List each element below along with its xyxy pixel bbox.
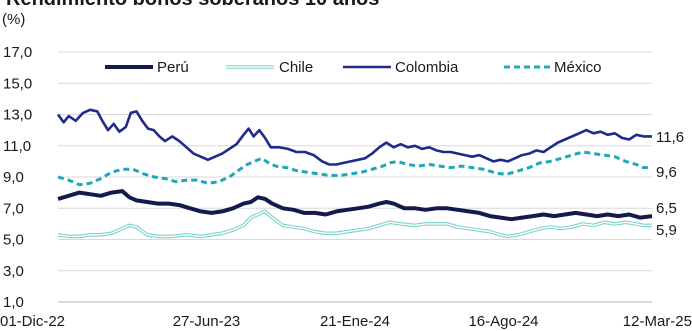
x-tick-label: 21-Ene-24 <box>320 313 390 330</box>
series-line-colombia <box>56 108 652 166</box>
series-line-chile-inner <box>57 210 652 238</box>
series-line-mexico <box>57 150 652 187</box>
legend-item-colombia: Colombia <box>343 59 459 76</box>
gridlines <box>58 51 652 303</box>
end-label-méxico: 9,6 <box>656 164 677 181</box>
legend-item-méxico: México <box>504 59 602 76</box>
series-line-peru <box>57 189 653 222</box>
x-tick-label: 12-Mar-25 <box>623 313 692 330</box>
legend-item-perú: Perú <box>105 59 189 76</box>
y-tick-label: 15,0 <box>3 75 32 92</box>
y-tick-label: 9,0 <box>3 169 24 186</box>
y-tick-label: 11,0 <box>3 138 31 155</box>
y-tick-label: 13,0 <box>3 107 32 124</box>
x-axis-ticks: 01-Dic-22 27-Jun-23 21-Ene-24 16-Ago-24 12-M… <box>0 313 692 330</box>
y-tick-label: 3,0 <box>3 263 24 280</box>
end-labels: 6,5 5,9 11,6 9,6 <box>656 129 684 239</box>
legend-label: Chile <box>279 59 313 76</box>
end-label-perú: 6,5 <box>656 200 677 217</box>
x-tick-label: 16-Ago-24 <box>468 313 538 330</box>
legend-label: México <box>554 59 602 76</box>
y-axis-ticks: 1,0 3,0 5,0 7,0 9,0 11,0 13,0 15,0 17,0 <box>3 44 32 311</box>
x-tick-label: 27-Jun-23 <box>173 313 241 330</box>
series-lines <box>56 108 653 239</box>
end-label-chile: 5,9 <box>656 222 677 239</box>
end-label-colombia: 11,6 <box>656 129 684 146</box>
y-tick-label: 7,0 <box>3 200 24 217</box>
legend-item-chile: Chile <box>226 59 313 76</box>
y-tick-label: 1,0 <box>3 294 24 311</box>
y-tick-label: 17,0 <box>3 44 32 61</box>
y-tick-label: 5,0 <box>3 232 24 249</box>
unit-label: (%) <box>2 11 25 28</box>
legend-label: Colombia <box>395 59 459 76</box>
chart-title: Rendimiento bonos soberanos 10 años <box>6 0 379 10</box>
x-tick-label: 01-Dic-22 <box>0 313 65 330</box>
legend: Perú Chile Colombia México <box>96 54 626 80</box>
legend-label: Perú <box>157 59 189 76</box>
